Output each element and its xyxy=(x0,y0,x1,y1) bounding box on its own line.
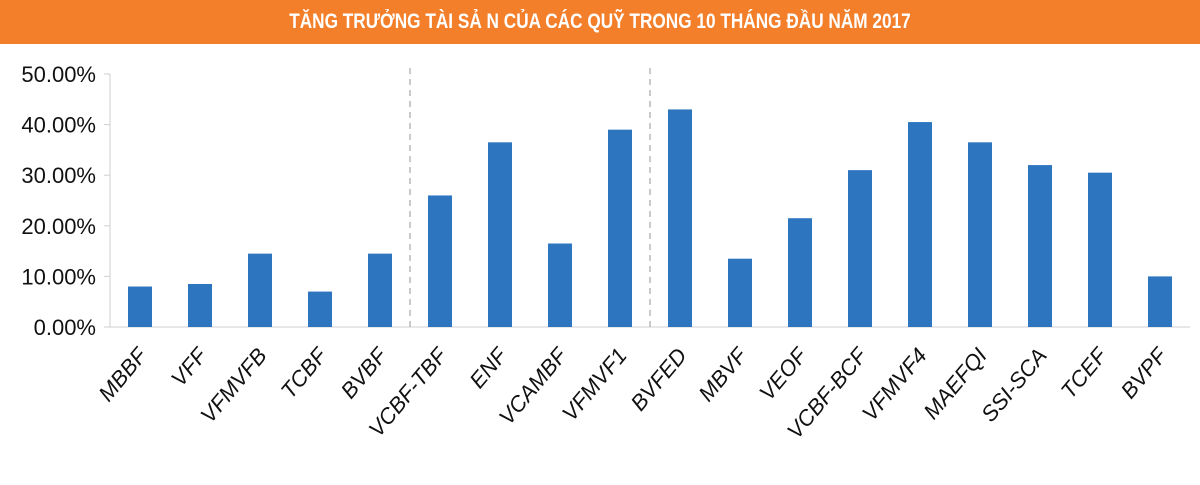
bar-tcef xyxy=(1088,172,1112,327)
bar-vcbf-tbf xyxy=(428,195,452,327)
y-tick-label: 30.00% xyxy=(21,163,96,188)
y-tick-label: 10.00% xyxy=(21,264,96,289)
bar-mbvf xyxy=(728,258,752,327)
chart-title-bar: TĂNG TRƯỞNG TÀI SẢ N CỦA CÁC QUỸ TRONG 1… xyxy=(0,0,1200,44)
bar-bvfed xyxy=(668,109,692,327)
bar-vcambf xyxy=(548,243,572,327)
x-tick-label: VEOF xyxy=(754,342,813,405)
x-tick-label: VFF xyxy=(166,342,213,391)
bar-ssi-sca xyxy=(1028,165,1052,327)
x-tick-label: BVFED xyxy=(626,343,692,415)
x-tick-label: BVPF xyxy=(1116,342,1173,403)
bar-vfmvf1 xyxy=(608,129,632,327)
bar-maefqi xyxy=(968,142,992,327)
bar-enf xyxy=(488,142,512,327)
y-tick-label: 0.00% xyxy=(34,315,96,340)
bar-veof xyxy=(788,218,812,327)
x-tick-label: VFMVF4 xyxy=(857,343,932,426)
chart-title: TĂNG TRƯỞNG TÀI SẢ N CỦA CÁC QUỸ TRONG 1… xyxy=(289,10,911,33)
x-tick-label: ENF xyxy=(464,342,512,393)
x-tick-label: BVBF xyxy=(336,342,393,403)
y-tick-label: 50.00% xyxy=(21,62,96,87)
bar-bvpf xyxy=(1148,276,1172,327)
x-tick-label: TCBF xyxy=(276,342,333,403)
bar-vfmvfb xyxy=(248,253,272,327)
bar-tcbf xyxy=(308,291,332,327)
x-tick-label: MBVF xyxy=(693,342,752,406)
bar-vcbf-bcf xyxy=(848,170,872,327)
x-tick-label: VFMVF1 xyxy=(557,343,632,426)
y-tick-label: 40.00% xyxy=(21,113,96,138)
bar-vfmvf4 xyxy=(908,122,932,327)
bar-bvbf xyxy=(368,253,392,327)
bar-mbbf xyxy=(128,286,152,327)
x-tick-label: MBBF xyxy=(93,342,152,406)
x-tick-label: TCEF xyxy=(1056,342,1113,403)
y-tick-label: 20.00% xyxy=(21,214,96,239)
bar-vff xyxy=(188,283,212,327)
